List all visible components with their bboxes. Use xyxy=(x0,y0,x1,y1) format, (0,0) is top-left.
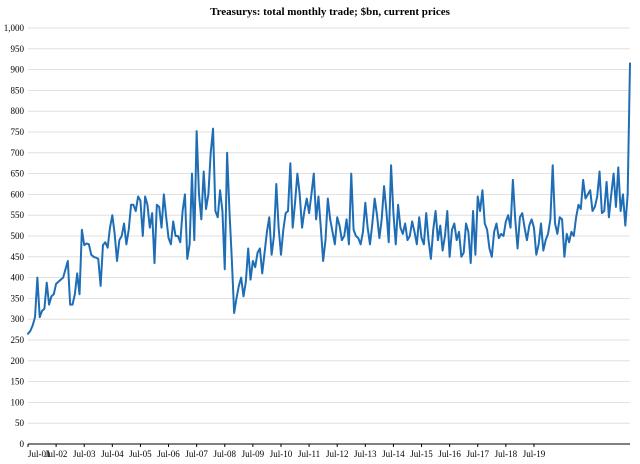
gridlines xyxy=(28,27,630,424)
x-tick-label: Jul-12 xyxy=(326,449,349,459)
y-tick-label: 500 xyxy=(11,231,25,241)
y-tick-label: 800 xyxy=(11,106,25,116)
x-tick-label: Jul-18 xyxy=(495,449,518,459)
x-tick-label: Jul-03 xyxy=(73,449,96,459)
y-tick-label: 900 xyxy=(11,65,25,75)
y-tick-label: 300 xyxy=(11,314,25,324)
y-tick-label: 0 xyxy=(20,439,25,449)
series-line xyxy=(27,62,631,335)
x-tick-label: Jul-19 xyxy=(523,449,546,459)
x-tick-label: Jul-11 xyxy=(298,449,320,459)
x-tick-label: Jul-06 xyxy=(157,449,180,459)
y-axis-ticks: 0 50 100 150 200 250 300 350 400 450 500 550 600 650 7… xyxy=(4,23,25,449)
x-tick-label: Jul-10 xyxy=(270,449,293,459)
x-tick-label: Jul-14 xyxy=(382,449,405,459)
y-tick-label: 750 xyxy=(11,127,25,137)
x-tick-label: Jul-05 xyxy=(129,449,152,459)
x-tick-label: Jul-02 xyxy=(45,449,68,459)
y-tick-label: 150 xyxy=(11,377,25,387)
x-tick-label: Jul-01 xyxy=(28,449,51,459)
x-tick-label: Jul-04 xyxy=(101,449,124,459)
y-tick-label: 650 xyxy=(11,169,25,179)
x-tick-label: Jul-08 xyxy=(214,449,237,459)
y-tick-label: 1,000 xyxy=(4,23,25,33)
chart-title: Treasurys: total monthly trade; $bn, cur… xyxy=(210,6,451,18)
y-tick-label: 250 xyxy=(11,335,25,345)
x-tick-label: Jul-16 xyxy=(438,449,461,459)
y-tick-label: 450 xyxy=(11,252,25,262)
y-tick-label: 600 xyxy=(11,189,25,199)
y-tick-label: 950 xyxy=(11,44,25,54)
x-tick-label: Jul-09 xyxy=(242,449,265,459)
x-tick-label: Jul-17 xyxy=(466,449,489,459)
y-tick-label: 700 xyxy=(11,148,25,158)
x-tick-label: Jul-13 xyxy=(354,449,377,459)
y-tick-label: 200 xyxy=(11,356,25,366)
x-tick-label: Jul-15 xyxy=(410,449,433,459)
y-tick-label: 100 xyxy=(11,397,25,407)
y-tick-label: 350 xyxy=(11,293,25,303)
x-tick-label: Jul-07 xyxy=(185,449,208,459)
y-tick-label: 400 xyxy=(11,273,25,283)
y-tick-label: 850 xyxy=(11,85,25,95)
y-tick-label: 550 xyxy=(11,210,25,220)
y-tick-label: 50 xyxy=(15,418,25,428)
